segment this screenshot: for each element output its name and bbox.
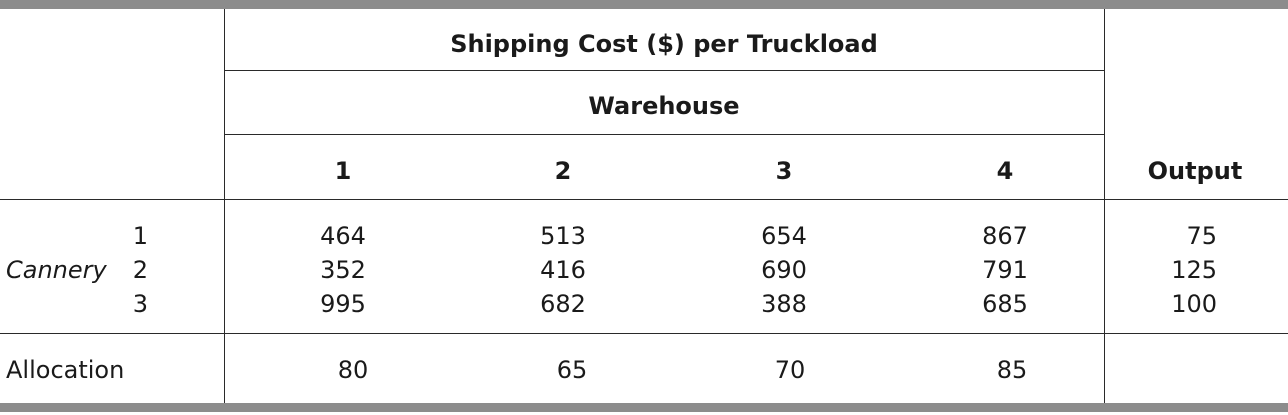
cost-r2-c3: 690 (761, 256, 807, 284)
cost-r1-c3: 654 (761, 222, 807, 250)
cost-r2-c2: 416 (540, 256, 586, 284)
warehouse-header: Warehouse (588, 92, 740, 120)
bottom-rule (0, 403, 1288, 412)
title-underline (224, 70, 1104, 71)
allocation-top-line (0, 333, 1288, 334)
cost-r3-c2: 682 (540, 290, 586, 318)
cannery-label: Cannery (6, 256, 107, 284)
warehouse-col-2: 2 (554, 157, 572, 185)
cost-r1-c4: 867 (982, 222, 1028, 250)
cost-r1-c1: 464 (320, 222, 366, 250)
cost-r3-c4: 685 (982, 290, 1028, 318)
allocation-label: Allocation (6, 356, 125, 384)
cost-r1-c2: 513 (540, 222, 586, 250)
output-column-divider (1104, 9, 1105, 403)
row-id-2: 2 (132, 256, 148, 284)
cost-r3-c3: 388 (761, 290, 807, 318)
allocation-c1: 80 (337, 356, 369, 384)
warehouse-col-1: 1 (334, 157, 352, 185)
table-title: Shipping Cost ($) per Truckload (450, 30, 878, 58)
allocation-c4: 85 (996, 356, 1028, 384)
output-r3: 100 (1171, 290, 1217, 318)
left-column-divider (224, 9, 225, 403)
row-id-1: 1 (132, 222, 148, 250)
warehouse-underline (224, 134, 1104, 135)
cost-r3-c1: 995 (320, 290, 366, 318)
allocation-c3: 70 (774, 356, 806, 384)
row-id-3: 3 (132, 290, 148, 318)
cost-r2-c1: 352 (320, 256, 366, 284)
top-rule (0, 0, 1288, 9)
warehouse-col-4: 4 (996, 157, 1014, 185)
output-r1: 75 (1186, 222, 1217, 250)
cost-r2-c4: 791 (982, 256, 1028, 284)
header-bottom-line (0, 199, 1288, 200)
allocation-c2: 65 (556, 356, 588, 384)
warehouse-col-3: 3 (775, 157, 793, 185)
output-header: Output (1147, 157, 1243, 185)
output-r2: 125 (1171, 256, 1217, 284)
